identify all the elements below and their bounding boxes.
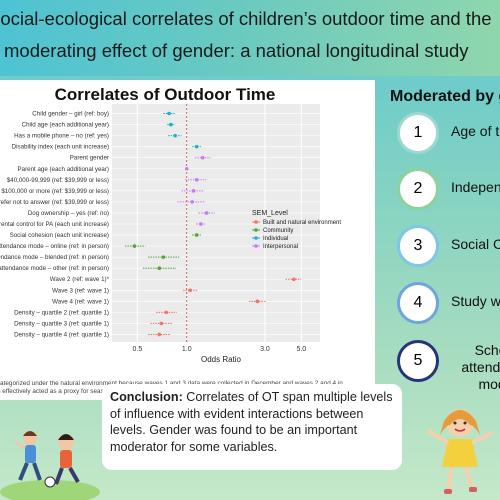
- legend-marker-0: [254, 220, 258, 224]
- legend-marker-2: [254, 236, 258, 240]
- point-estimate-2: [173, 133, 177, 138]
- point-estimate-12: [132, 244, 137, 248]
- row-label-15: Wave 2 (ref: wave 1)*: [50, 276, 110, 283]
- conclusion-text: Correlates of OT span multiple levels of…: [110, 390, 393, 454]
- legend-label-1: Community: [263, 228, 293, 234]
- legend-marker-3: [254, 244, 258, 248]
- row-label-7: $100,000 or more (ref: $39,999 or less): [1, 188, 109, 195]
- point-estimate-8: [190, 200, 195, 204]
- moderator-number-1: 1: [397, 112, 439, 154]
- row-label-1: Child age (each additional year): [22, 122, 109, 129]
- legend-marker-1: [254, 228, 258, 232]
- moderator-number-4: 4: [397, 282, 439, 324]
- plot-background: [112, 104, 320, 342]
- conclusion-heading: Conclusion:: [110, 390, 183, 404]
- row-label-19: Density – quartile 3 (ref: quartile 1): [14, 320, 109, 327]
- moderator-item-3: 3 Social Cohesion: [385, 225, 500, 269]
- point-estimate-11: [194, 233, 199, 237]
- footnote-line-1: *Wave 2 was categorized under the natura…: [0, 380, 343, 387]
- row-label-14: School attendance mode – other (ref: in …: [0, 265, 109, 272]
- moderator-item-2: 2 Independent mobility: [385, 168, 500, 212]
- point-estimate-6: [194, 178, 199, 182]
- moderator-label-2: Independent mobility: [451, 179, 500, 195]
- point-estimate-5: [184, 166, 189, 171]
- legend-label-0: Built and natural environment: [263, 220, 341, 226]
- point-estimate-7: [191, 189, 196, 193]
- row-label-17: Wave 4 (ref: wave 1): [52, 298, 109, 305]
- moderator-label-4: Study wave: [451, 293, 500, 309]
- x-tick-label-3: 5.0: [296, 346, 306, 353]
- moderator-label-3: Social Cohesion: [451, 236, 500, 252]
- poster-title-line-2: moderating effect of gender: a national …: [4, 40, 469, 61]
- legend-title: SEM_Level: [252, 210, 288, 217]
- chart-title: Correlates of Outdoor Time: [54, 85, 276, 104]
- row-label-10: Parental control for PA (each unit incre…: [0, 221, 109, 228]
- title-band: Social-ecological correlates of children…: [0, 0, 500, 76]
- point-estimate-13: [161, 255, 166, 259]
- x-tick-label-0: 0.5: [133, 346, 143, 353]
- row-label-8: Prefer not to answer (ref: $39,999 or le…: [0, 199, 109, 206]
- point-estimate-19: [159, 321, 164, 326]
- moderator-label-1: Age of the child: [451, 123, 500, 139]
- girl-illustration: [426, 409, 493, 494]
- row-label-6: $40,000-99,999 (ref: $39,999 or less): [7, 177, 109, 184]
- point-estimate-10: [199, 222, 203, 226]
- x-tick-label-2: 3.0: [260, 346, 270, 353]
- row-label-12: School attendance mode – online (ref: in…: [0, 243, 109, 250]
- point-estimate-15: [292, 277, 296, 282]
- point-estimate-16: [188, 288, 193, 293]
- moderator-number-5: 5: [397, 340, 439, 382]
- x-axis-label: Odds Ratio: [201, 355, 242, 364]
- point-estimate-0: [167, 111, 171, 116]
- forest-plot: Child gender – girl (ref: boy) Child age …: [0, 104, 341, 364]
- moderator-item-1: 1 Age of the child: [385, 112, 500, 156]
- row-label-13: School attendance mode – blended (ref: i…: [0, 254, 109, 261]
- row-label-2: Has a mobile phone – no (ref: yes): [14, 133, 109, 140]
- row-label-3: Disability index (each unit increase): [12, 144, 109, 151]
- row-label-18: Density – quartile 2 (ref: quartile 1): [14, 309, 109, 316]
- row-label-5: Parent age (each additional year): [18, 166, 110, 173]
- moderator-label-5: School attendance mode: [461, 342, 500, 392]
- moderators-title: Moderated by gender: [390, 88, 500, 105]
- row-label-16: Wave 3 (ref: wave 1): [52, 287, 109, 294]
- kids-playing-illustration: [0, 431, 100, 500]
- row-label-11: Social cohesion (each unit increase): [10, 232, 109, 239]
- row-label-4: Parent gender: [70, 155, 109, 162]
- moderator-item-5: 5 School attendance mode: [385, 340, 500, 392]
- point-estimate-14: [157, 266, 162, 270]
- point-estimate-18: [164, 310, 169, 315]
- row-label-9: Dog ownership – yes (ref: no): [28, 210, 109, 217]
- point-estimate-3: [194, 144, 199, 149]
- point-estimate-20: [157, 332, 162, 337]
- point-estimate-17: [255, 299, 260, 304]
- row-label-0: Child gender – girl (ref: boy): [32, 111, 109, 118]
- moderator-number-3: 3: [397, 225, 439, 267]
- moderator-number-2: 2: [397, 168, 439, 210]
- x-tick-label-1: 1.0: [182, 346, 192, 353]
- conclusion-box: Conclusion: Correlates of OT span multip…: [102, 384, 402, 470]
- row-label-20: Density – quartile 4 (ref: quartile 1): [14, 331, 109, 338]
- poster-title-line-1: Social-ecological correlates of children…: [0, 8, 492, 29]
- point-estimate-1: [169, 122, 173, 127]
- moderator-item-4: 4 Study wave: [385, 282, 500, 326]
- legend-label-2: Individual: [263, 236, 288, 242]
- legend-label-3: Interpersonal: [263, 244, 298, 250]
- point-estimate-4: [200, 155, 205, 160]
- point-estimate-9: [204, 211, 209, 215]
- forest-plot-panel: Child gender – girl (ref: boy) Child age …: [0, 80, 375, 390]
